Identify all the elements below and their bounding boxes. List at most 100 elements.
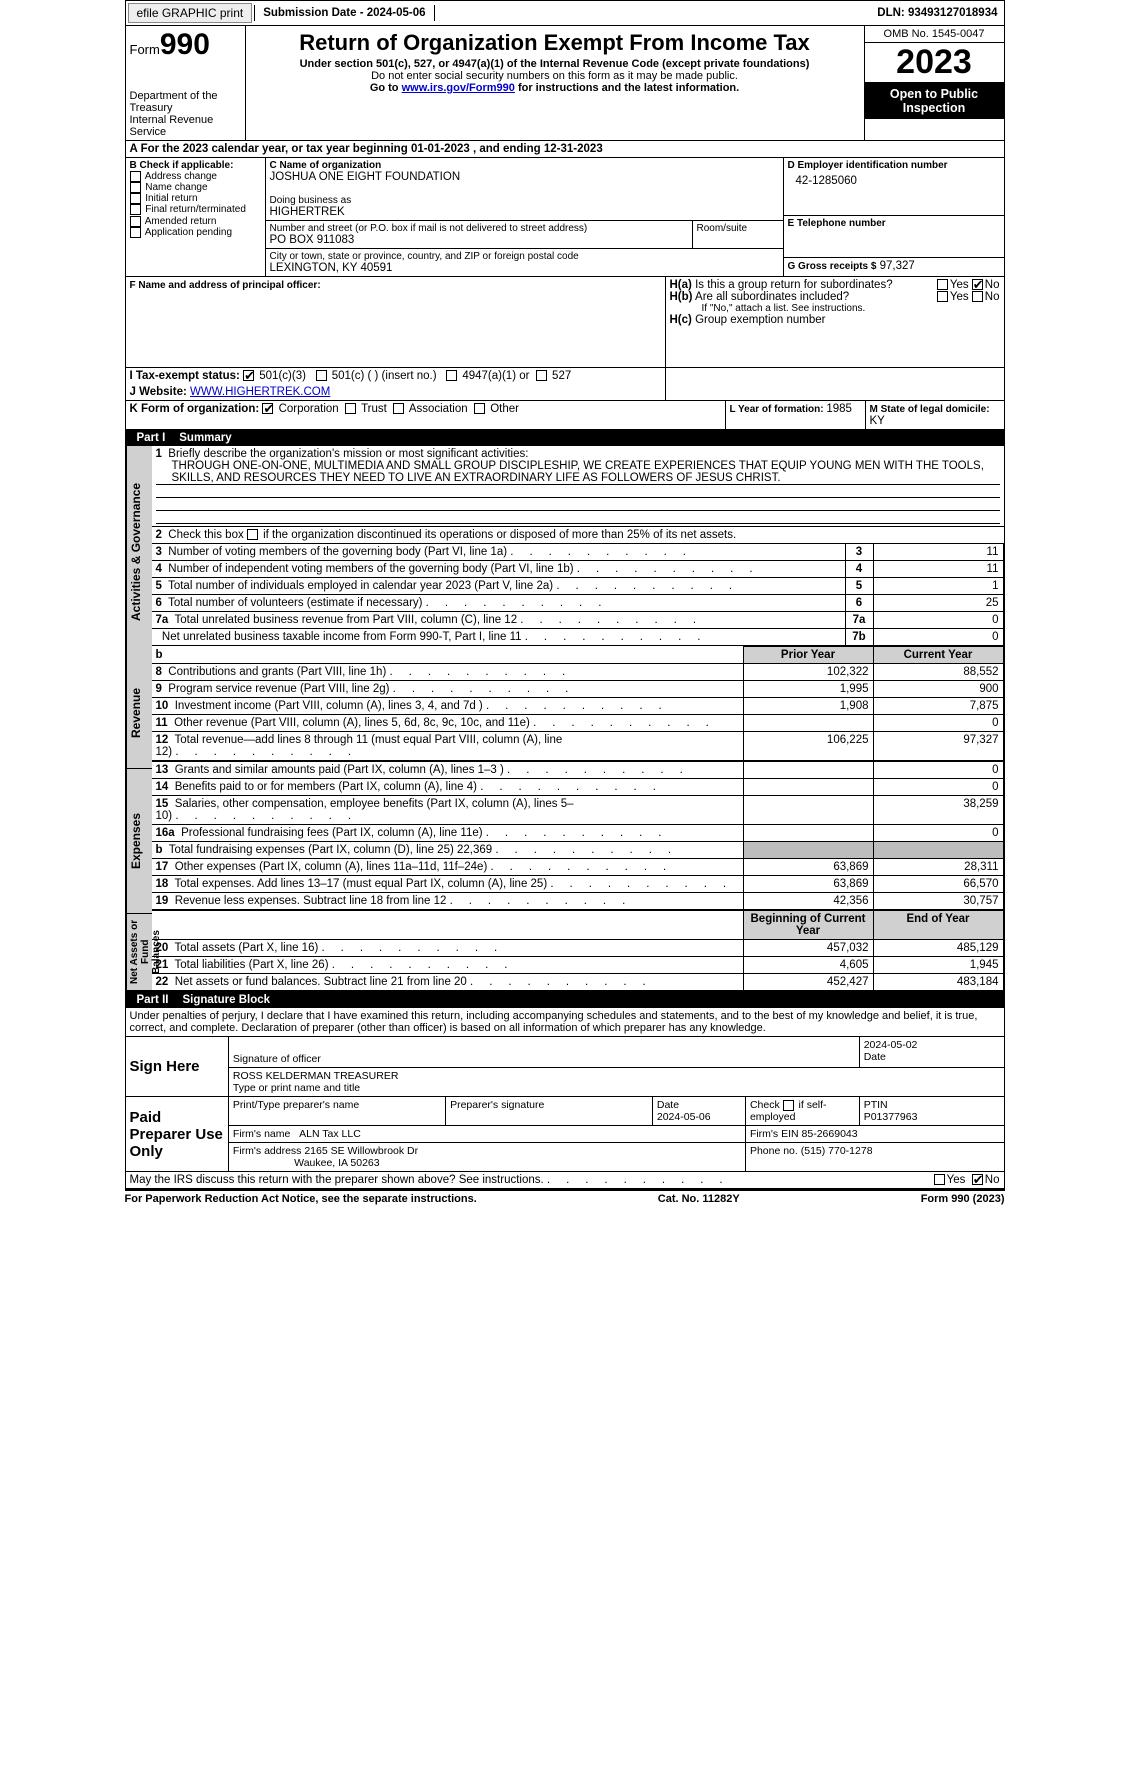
city-label: City or town, state or province, country… bbox=[270, 251, 779, 262]
footer: For Paperwork Reduction Act Notice, see … bbox=[125, 1189, 1005, 1207]
year-formation: 1985 bbox=[826, 403, 852, 415]
state-domicile: KY bbox=[870, 415, 885, 427]
ssn-note: Do not enter social security numbers on … bbox=[252, 70, 858, 82]
l2-checkbox[interactable] bbox=[247, 529, 258, 540]
street: PO BOX 911083 bbox=[270, 234, 688, 246]
boxb-item: Amended return bbox=[130, 216, 261, 227]
boxb-item: Address change bbox=[130, 171, 261, 182]
mission-text: THROUGH ONE-ON-ONE, MULTIMEDIA AND SMALL… bbox=[156, 460, 1000, 485]
cat-no: Cat. No. 11282Y bbox=[658, 1193, 740, 1205]
topbar: efile GRAPHIC print Submission Date - 20… bbox=[125, 0, 1005, 26]
form-container: efile GRAPHIC print Submission Date - 20… bbox=[125, 0, 1005, 1207]
discuss-yes-checkbox[interactable] bbox=[934, 1174, 945, 1185]
irs-link[interactable]: www.irs.gov/Form990 bbox=[402, 82, 515, 94]
ha-no-checkbox[interactable] bbox=[972, 279, 983, 290]
submission-date: Submission Date - 2024-05-06 bbox=[254, 5, 434, 21]
box-k-label: K Form of organization: bbox=[130, 403, 260, 415]
527-checkbox[interactable] bbox=[536, 370, 547, 381]
form-number: Form990 bbox=[130, 28, 241, 62]
dept-treasury: Department of the Treasury bbox=[130, 90, 241, 114]
boxb-item: Application pending bbox=[130, 227, 261, 238]
self-emp-checkbox[interactable] bbox=[783, 1100, 794, 1111]
ag-table: 3 Number of voting members of the govern… bbox=[152, 543, 1004, 646]
tax-year: 2023 bbox=[865, 43, 1004, 83]
officer-block: F Name and address of principal officer:… bbox=[125, 277, 1005, 368]
box-j-label: J Website: bbox=[130, 386, 191, 398]
h-c: H(c) Group exemption number bbox=[670, 314, 1000, 326]
side-ag: Activities & Governance bbox=[126, 446, 152, 658]
box-b-label: B Check if applicable: bbox=[130, 160, 261, 171]
dba-label: Doing business as bbox=[270, 195, 779, 206]
gross-receipts: 97,327 bbox=[880, 260, 915, 272]
status-block: I Tax-exempt status: 501(c)(3) 501(c) ( … bbox=[125, 368, 1005, 401]
website-link[interactable]: WWW.HIGHERTREK.COM bbox=[190, 386, 330, 398]
open-to-public: Open to Public Inspection bbox=[865, 83, 1004, 119]
tax-period: A For the 2023 calendar year, or tax yea… bbox=[125, 141, 1005, 158]
firm-ein: 85-2669043 bbox=[802, 1128, 858, 1140]
ein: 42-1285060 bbox=[788, 171, 1000, 191]
rev-table: bPrior YearCurrent Year 8 Contributions … bbox=[152, 646, 1004, 761]
firm-addr2: Waukee, IA 50263 bbox=[294, 1157, 379, 1169]
part1-header: Part ISummary bbox=[125, 430, 1005, 446]
side-exp: Expenses bbox=[126, 769, 152, 914]
street-label: Number and street (or P.O. box if mail i… bbox=[270, 223, 688, 234]
box-f-label: F Name and address of principal officer: bbox=[130, 280, 321, 291]
501c3-checkbox[interactable] bbox=[243, 370, 254, 381]
assoc-checkbox[interactable] bbox=[393, 403, 404, 414]
501c-checkbox[interactable] bbox=[316, 370, 327, 381]
box-i-label: I Tax-exempt status: bbox=[130, 370, 240, 382]
exp-table: 13 Grants and similar amounts paid (Part… bbox=[152, 761, 1004, 910]
l1-label: Briefly describe the organization's miss… bbox=[168, 448, 528, 460]
firm-addr1: 2165 SE Willowbrook Dr bbox=[304, 1145, 418, 1157]
boxb-item: Name change bbox=[130, 182, 261, 193]
omb-number: OMB No. 1545-0047 bbox=[865, 26, 1004, 43]
form-subtitle: Under section 501(c), 527, or 4947(a)(1)… bbox=[252, 58, 858, 70]
sign-here-label: Sign Here bbox=[125, 1037, 228, 1097]
ha-yes-checkbox[interactable] bbox=[937, 279, 948, 290]
prep-date: 2024-05-06 bbox=[657, 1111, 711, 1123]
part2-header: Part IISignature Block bbox=[125, 992, 1005, 1008]
firm-phone: (515) 770-1278 bbox=[801, 1145, 873, 1157]
other-checkbox[interactable] bbox=[474, 403, 485, 414]
officer-name: ROSS KELDERMAN TREASURER bbox=[233, 1070, 399, 1082]
box-e-label: E Telephone number bbox=[788, 218, 1000, 229]
entity-block: B Check if applicable: Address change Na… bbox=[125, 158, 1005, 277]
form-ref: Form 990 (2023) bbox=[921, 1193, 1005, 1205]
na-table: Beginning of Current YearEnd of Year 20 … bbox=[152, 910, 1004, 991]
efile-print-button[interactable]: efile GRAPHIC print bbox=[128, 3, 253, 23]
firm-name: ALN Tax LLC bbox=[299, 1128, 361, 1140]
trust-checkbox[interactable] bbox=[345, 403, 356, 414]
form-header: Form990 Department of the Treasury Inter… bbox=[125, 26, 1005, 141]
4947-checkbox[interactable] bbox=[446, 370, 457, 381]
city: LEXINGTON, KY 40591 bbox=[270, 262, 779, 274]
corp-checkbox[interactable] bbox=[262, 403, 273, 414]
signature-table: Sign Here Signature of officer 2024-05-0… bbox=[125, 1036, 1005, 1172]
h-a: H(a) Is this a group return for subordin… bbox=[670, 279, 1000, 291]
perjury-decl: Under penalties of perjury, I declare th… bbox=[125, 1008, 1005, 1036]
box-c-name-label: C Name of organization bbox=[270, 160, 779, 171]
paperwork-notice: For Paperwork Reduction Act Notice, see … bbox=[125, 1193, 477, 1205]
boxb-item: Final return/terminated bbox=[130, 204, 261, 215]
side-rev: Revenue bbox=[126, 658, 152, 769]
h-b: H(b) Are all subordinates included? Yes … bbox=[670, 291, 1000, 303]
box-d-label: D Employer identification number bbox=[788, 160, 1000, 171]
hb-yes-checkbox[interactable] bbox=[937, 291, 948, 302]
side-na: Net Assets or Fund Balances bbox=[126, 914, 152, 991]
goto-note: Go to www.irs.gov/Form990 for instructio… bbox=[252, 82, 858, 94]
irs-label: Internal Revenue Service bbox=[130, 114, 241, 138]
room-label: Room/suite bbox=[693, 221, 783, 248]
ptin: P01377963 bbox=[864, 1111, 918, 1123]
paid-preparer-label: Paid Preparer Use Only bbox=[125, 1097, 228, 1172]
discuss-no-checkbox[interactable] bbox=[972, 1174, 983, 1185]
hb-no-checkbox[interactable] bbox=[972, 291, 983, 302]
discuss-row: May the IRS discuss this return with the… bbox=[125, 1172, 1005, 1189]
form-title: Return of Organization Exempt From Incom… bbox=[252, 30, 858, 56]
dba: HIGHERTREK bbox=[270, 206, 779, 218]
org-form-block: K Form of organization: Corporation Trus… bbox=[125, 401, 1005, 430]
h-b-note: If "No," attach a list. See instructions… bbox=[670, 303, 1000, 314]
dln: DLN: 93493127018934 bbox=[871, 5, 1003, 21]
org-name: JOSHUA ONE EIGHT FOUNDATION bbox=[270, 171, 779, 183]
boxb-item: Initial return bbox=[130, 193, 261, 204]
part1-body: Activities & Governance Revenue Expenses… bbox=[125, 446, 1005, 992]
box-g-label: G Gross receipts $ bbox=[788, 261, 877, 272]
